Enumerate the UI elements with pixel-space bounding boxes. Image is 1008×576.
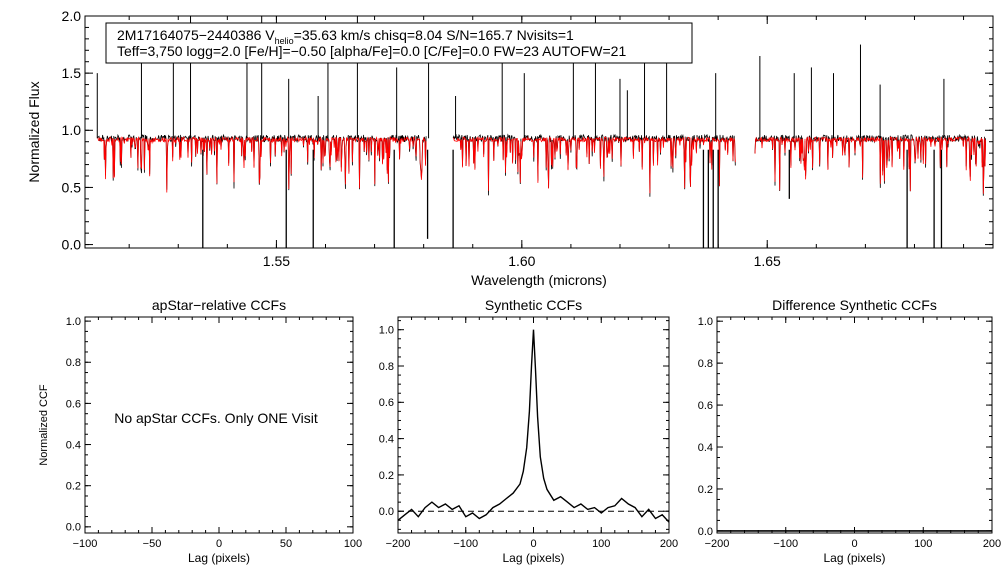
difference-ccf-xtick-label: −200 xyxy=(705,538,730,550)
difference-ccf-ytick-label: 0.6 xyxy=(698,400,713,412)
spectrum-ytick-label: 1.0 xyxy=(62,122,82,138)
synthetic-ccf-ytick-label: 0.2 xyxy=(379,470,394,482)
apstar-ccf-ytick-label: 0.0 xyxy=(66,522,81,534)
difference-ccf-frame xyxy=(716,316,993,534)
synthetic-ccf-line xyxy=(397,329,670,523)
synthetic-ccf-ytick-label: 0.8 xyxy=(379,361,394,373)
spectrum-xtick-label: 1.60 xyxy=(508,253,535,269)
apstar-ccf-ylabel: Normalized CCF xyxy=(38,384,50,466)
apstar-ccf-ytick-label: 0.2 xyxy=(66,481,81,493)
synthetic-spectrum-chip-1 xyxy=(97,135,427,193)
difference-ccf-xtick-label: 0 xyxy=(851,538,857,550)
synthetic-ccf-xlabel: Lag (pixels) xyxy=(502,551,564,565)
synthetic-spectrum-chip-2 xyxy=(452,135,736,194)
apstar-ccf-xlabel: Lag (pixels) xyxy=(188,551,250,565)
difference-ccf-panel: −200 −100 0 100 200 0.0 0.2 0.4 0.6 0.8 1.0 Differe… xyxy=(698,297,1001,565)
difference-ccf-ytick-label: 0.8 xyxy=(698,358,713,370)
spectrum-ytick-label: 0.0 xyxy=(62,236,82,252)
synthetic-ccf-panel: −200 −100 0 100 200 0.0 0.2 0.4 0.6 0.8 1.0 Synthet… xyxy=(379,297,678,565)
difference-ccf-ytick-label: 0.0 xyxy=(698,526,713,538)
apstar-ccf-ytick-label: 0.8 xyxy=(66,357,81,369)
spectrum-annotation-box xyxy=(105,22,693,64)
apstar-message: No apStar CCFs. Only ONE Visit xyxy=(114,410,318,426)
synthetic-ccf-xtick-label: −100 xyxy=(453,538,478,550)
spectrum-xlabel: Wavelength (microns) xyxy=(471,272,607,288)
apstar-ccf-xtick-label: 100 xyxy=(344,538,362,550)
difference-ccf-xlabel: Lag (pixels) xyxy=(823,551,885,565)
spectrum-frame xyxy=(84,15,994,249)
spectrum-annotation-line1: 2M17164075−2440386 Vhelio=35.63 km/s chi… xyxy=(117,27,574,46)
synthetic-ccf-frame xyxy=(397,316,670,534)
synthetic-ccf-ytick-label: 0.4 xyxy=(379,433,394,445)
apstar-ccf-xtick-label: 0 xyxy=(216,538,222,550)
apstar-ccf-ytick-label: 0.4 xyxy=(66,439,81,451)
apstar-ccf-panel: −100 −50 0 50 100 0.0 0.2 0.4 0.6 0.8 1.0 apStar−re… xyxy=(38,297,362,565)
spectrum-panel: 1.55 1.60 1.65 0.0 0.5 1.0 1.5 2.0 Wavelength (m… xyxy=(26,8,994,288)
apstar-ccf-xtick-label: −100 xyxy=(73,538,98,550)
spectrum-ytick-label: 0.5 xyxy=(62,179,82,195)
synthetic-ccf-ytick-label: 1.0 xyxy=(379,325,394,337)
difference-ccf-ytick-label: 0.4 xyxy=(698,442,713,454)
difference-ccf-ytick-label: 1.0 xyxy=(698,316,713,328)
synthetic-ccf-xtick-label: 100 xyxy=(592,538,610,550)
synthetic-ccf-title: Synthetic CCFs xyxy=(485,297,582,313)
synthetic-ccf-xtick-label: 0 xyxy=(530,538,536,550)
apstar-ccf-xtick-label: −50 xyxy=(143,538,162,550)
synthetic-ccf-ytick-label: 0.0 xyxy=(379,506,394,518)
spectrum-ylabel: Normalized Flux xyxy=(26,81,42,182)
apstar-ccf-title: apStar−relative CCFs xyxy=(152,297,286,313)
difference-ccf-ytick-label: 0.2 xyxy=(698,484,713,496)
difference-ccf-xtick-label: −100 xyxy=(773,538,798,550)
apstar-ccf-xtick-label: 50 xyxy=(280,538,292,550)
spectrum-xtick-label: 1.55 xyxy=(263,253,290,269)
synthetic-ccf-xtick-label: 200 xyxy=(660,538,678,550)
difference-ccf-title: Difference Synthetic CCFs xyxy=(772,297,937,313)
synthetic-spectrum-chip-3 xyxy=(754,135,986,194)
spectrum-xtick-label: 1.65 xyxy=(754,253,781,269)
spectrum-ytick-label: 2.0 xyxy=(62,8,82,24)
spectrum-ytick-label: 1.5 xyxy=(62,65,82,81)
synthetic-ccf-ytick-label: 0.6 xyxy=(379,397,394,409)
spectrum-annotation-line2: Teff=3,750 logg=2.0 [Fe/H]=−0.50 [alpha/… xyxy=(117,43,626,59)
difference-ccf-xtick-label: 200 xyxy=(983,538,1001,550)
apstar-ccf-ytick-label: 0.6 xyxy=(66,398,81,410)
apstar-ccf-ytick-label: 1.0 xyxy=(66,316,81,328)
difference-ccf-xtick-label: 100 xyxy=(914,538,932,550)
synthetic-ccf-xtick-label: −200 xyxy=(386,538,411,550)
